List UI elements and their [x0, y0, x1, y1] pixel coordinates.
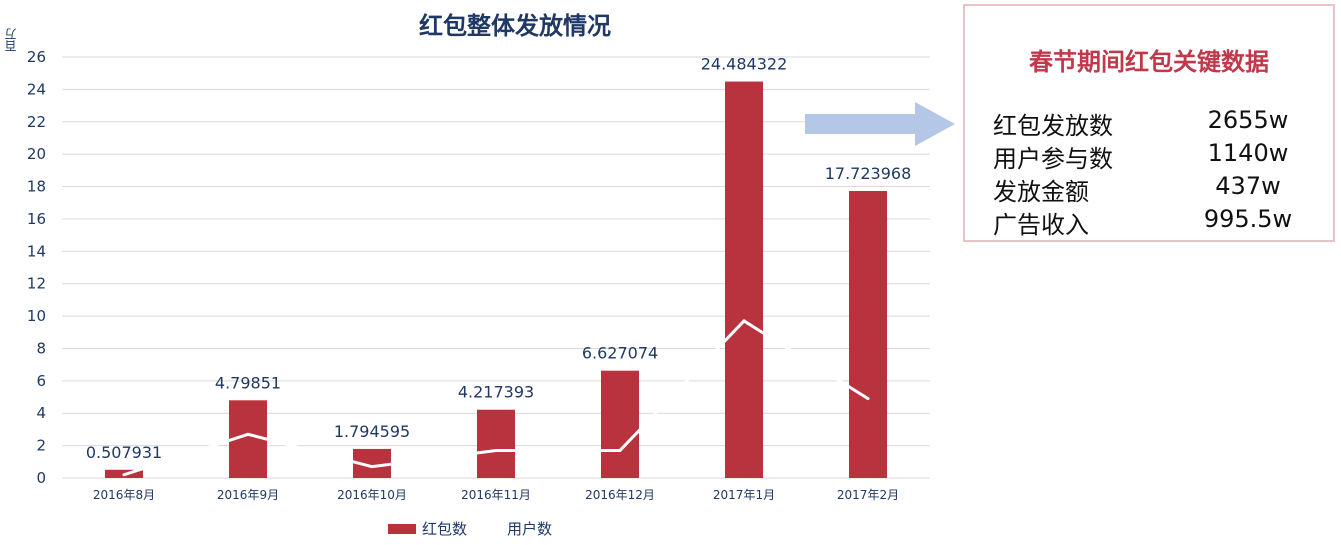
y-axis-unit-label: 百万 — [4, 28, 18, 52]
x-tick-label: 2016年11月 — [461, 488, 531, 502]
y-tick-label: 2 — [36, 437, 46, 455]
key-data-row: 广告收入 995.5w — [993, 205, 1313, 239]
key-data-value: 995.5w — [1203, 205, 1293, 233]
line-point — [742, 319, 746, 323]
bar-value-label: 17.723968 — [825, 164, 912, 183]
x-tick-label: 2017年1月 — [713, 488, 775, 502]
bar[interactable] — [477, 409, 515, 478]
y-tick-label: 26 — [27, 48, 46, 66]
y-tick-label: 14 — [27, 242, 46, 260]
key-data-label: 广告收入 — [993, 211, 1089, 239]
legend-item-bars[interactable]: 红包数 — [388, 518, 467, 539]
key-data-row: 红包发放数 2655w — [993, 106, 1313, 140]
bar-value-label: 6.627074 — [582, 344, 658, 363]
x-tick-label: 2016年10月 — [337, 488, 407, 502]
y-tick-label: 10 — [27, 307, 46, 325]
key-data-value: 1140w — [1207, 139, 1289, 167]
y-tick-label: 8 — [36, 339, 46, 357]
y-tick-label: 12 — [27, 275, 46, 293]
key-data-panel: 春节期间红包关键数据 红包发放数 2655w 用户参与数 1140w 发放金额 … — [963, 4, 1335, 242]
key-data-value: 437w — [1215, 172, 1281, 200]
legend-item-line[interactable]: 用户数 — [507, 518, 552, 539]
line-point — [122, 473, 126, 477]
key-data-label: 发放金额 — [993, 178, 1089, 206]
x-tick-label: 2017年2月 — [837, 488, 899, 502]
y-tick-label: 4 — [36, 404, 46, 422]
y-tick-label: 20 — [27, 145, 46, 163]
bar[interactable] — [849, 191, 887, 478]
key-data-row: 发放金额 437w — [993, 172, 1313, 206]
key-data-row: 用户参与数 1140w — [993, 139, 1313, 173]
arrow-right-icon — [805, 102, 955, 146]
x-tick-label: 2016年8月 — [93, 488, 155, 502]
key-data-value: 2655w — [1207, 106, 1289, 134]
y-tick-label: 6 — [36, 372, 46, 390]
legend-label-line: 用户数 — [507, 520, 553, 538]
bar[interactable] — [725, 81, 763, 478]
key-data-label: 用户参与数 — [993, 145, 1113, 173]
bar-value-label: 1.794595 — [334, 422, 410, 441]
line-point — [494, 448, 498, 452]
line-point — [866, 397, 870, 401]
bar[interactable] — [601, 370, 639, 478]
line-point — [246, 432, 250, 436]
key-data-label: 红包发放数 — [993, 112, 1113, 140]
y-tick-label: 24 — [27, 80, 46, 98]
bar-value-label: 0.507931 — [86, 443, 162, 462]
y-tick-label: 22 — [27, 113, 46, 131]
x-tick-label: 2016年9月 — [217, 488, 279, 502]
y-tick-label: 0 — [36, 469, 46, 487]
y-tick-label: 16 — [27, 210, 46, 228]
legend-swatch-bars — [388, 523, 416, 534]
x-tick-label: 2016年12月 — [585, 488, 655, 502]
bar-value-label: 24.484322 — [701, 55, 788, 74]
y-tick-label: 18 — [27, 178, 46, 196]
chart-legend: 红包数 用户数 — [388, 518, 592, 539]
legend-label-bars: 红包数 — [422, 520, 468, 538]
key-data-title: 春节期间红包关键数据 — [1029, 48, 1269, 76]
chart-title: 红包整体发放情况 — [419, 12, 611, 40]
bar-value-label: 4.217393 — [458, 383, 534, 402]
bar-value-label: 4.79851 — [215, 373, 281, 392]
line-point — [618, 448, 622, 452]
line-point — [370, 465, 374, 469]
